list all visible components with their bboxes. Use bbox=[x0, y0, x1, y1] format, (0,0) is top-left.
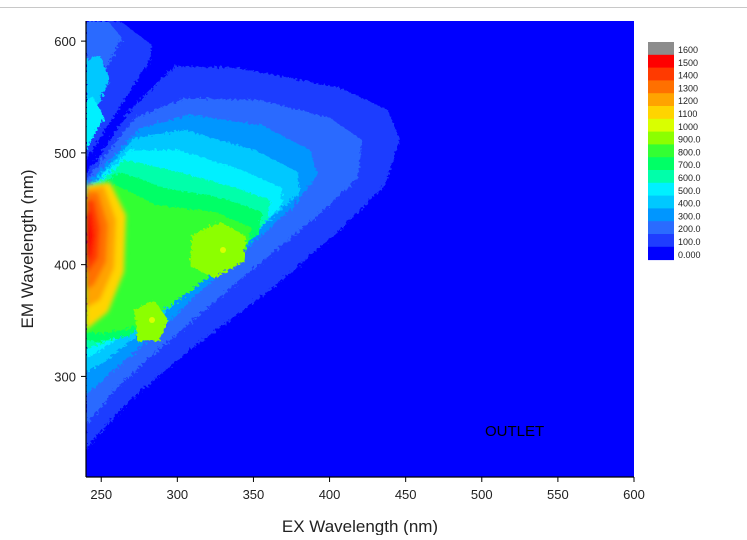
colorbar-swatch bbox=[648, 170, 674, 184]
colorbar-swatch bbox=[648, 221, 674, 235]
x-tick-label: 300 bbox=[166, 487, 188, 502]
colorbar-swatch bbox=[648, 182, 674, 197]
outlet-annotation: OUTLET bbox=[485, 423, 544, 440]
y-tick-label: 300 bbox=[54, 369, 76, 384]
colorbar-swatch bbox=[648, 42, 674, 56]
x-axis-label: EX Wavelength (nm) bbox=[282, 517, 438, 535]
x-tick-label: 450 bbox=[395, 487, 417, 502]
colorbar-swatch bbox=[648, 106, 674, 120]
colorbar-swatch bbox=[648, 144, 674, 158]
edge-maximum bbox=[86, 182, 126, 330]
top-divider bbox=[0, 7, 747, 8]
colorbar-level-label: 1500 bbox=[678, 58, 698, 68]
x-tick-label: 400 bbox=[319, 487, 341, 502]
y-axis-label: EM Wavelength (nm) bbox=[18, 169, 37, 328]
colorbar-level-label: 1100 bbox=[678, 109, 697, 119]
y-tick-label: 500 bbox=[54, 146, 76, 161]
colorbar-level-label: 100.0 bbox=[678, 237, 701, 247]
peak-marker-main bbox=[220, 247, 226, 253]
colorbar-level-label: 1200 bbox=[678, 96, 698, 106]
colorbar-level-label: 700.0 bbox=[678, 160, 701, 170]
colorbar-level-label: 400.0 bbox=[678, 199, 701, 209]
y-tick-label: 400 bbox=[54, 258, 76, 273]
x-tick-label: 500 bbox=[471, 487, 493, 502]
colorbar-level-label: 1400 bbox=[678, 71, 698, 81]
colorbar-swatch bbox=[648, 118, 674, 133]
colorbar-level-label: 800.0 bbox=[678, 147, 701, 157]
y-axis-ticks: 300 400 500 600 bbox=[54, 34, 86, 384]
colorbar-level-label: 1600 bbox=[678, 45, 698, 55]
colorbar-level-label: 1300 bbox=[678, 83, 698, 93]
colorbar-swatch bbox=[648, 54, 674, 69]
colorbar-swatch bbox=[648, 67, 674, 81]
colorbar-level-label: 0.000 bbox=[678, 250, 701, 260]
x-axis-ticks: 250 300 350 400 450 500 550 600 bbox=[90, 477, 645, 502]
colorbar-swatch bbox=[648, 195, 674, 209]
x-tick-label: 350 bbox=[243, 487, 265, 502]
colorbar-swatch bbox=[648, 93, 674, 107]
colorbar-level-label: 600.0 bbox=[678, 173, 701, 183]
colorbar-level-label: 300.0 bbox=[678, 211, 701, 221]
x-tick-label: 600 bbox=[623, 487, 645, 502]
colorbar-legend: 1600 1500 1400 1300 1200 1100 1000 900.0 800.0 70… bbox=[648, 42, 701, 261]
peak-marker-secondary bbox=[149, 317, 155, 323]
x-tick-label: 550 bbox=[547, 487, 569, 502]
contour-fill bbox=[86, 21, 400, 450]
colorbar-level-label: 500.0 bbox=[678, 186, 701, 196]
colorbar-swatch bbox=[648, 80, 674, 94]
y-tick-label: 600 bbox=[54, 34, 76, 49]
x-tick-label: 250 bbox=[90, 487, 112, 502]
colorbar-swatch bbox=[648, 131, 674, 145]
scatter-band bbox=[86, 21, 152, 160]
colorbar-level-label: 1000 bbox=[678, 122, 698, 132]
colorbar-swatch bbox=[648, 157, 674, 171]
colorbar-swatch bbox=[648, 208, 674, 222]
colorbar-level-label: 200.0 bbox=[678, 224, 701, 234]
contour-body bbox=[86, 66, 400, 450]
colorbar-swatch bbox=[648, 246, 674, 261]
colorbar-level-label: 900.0 bbox=[678, 135, 701, 145]
colorbar-swatch bbox=[648, 234, 674, 248]
